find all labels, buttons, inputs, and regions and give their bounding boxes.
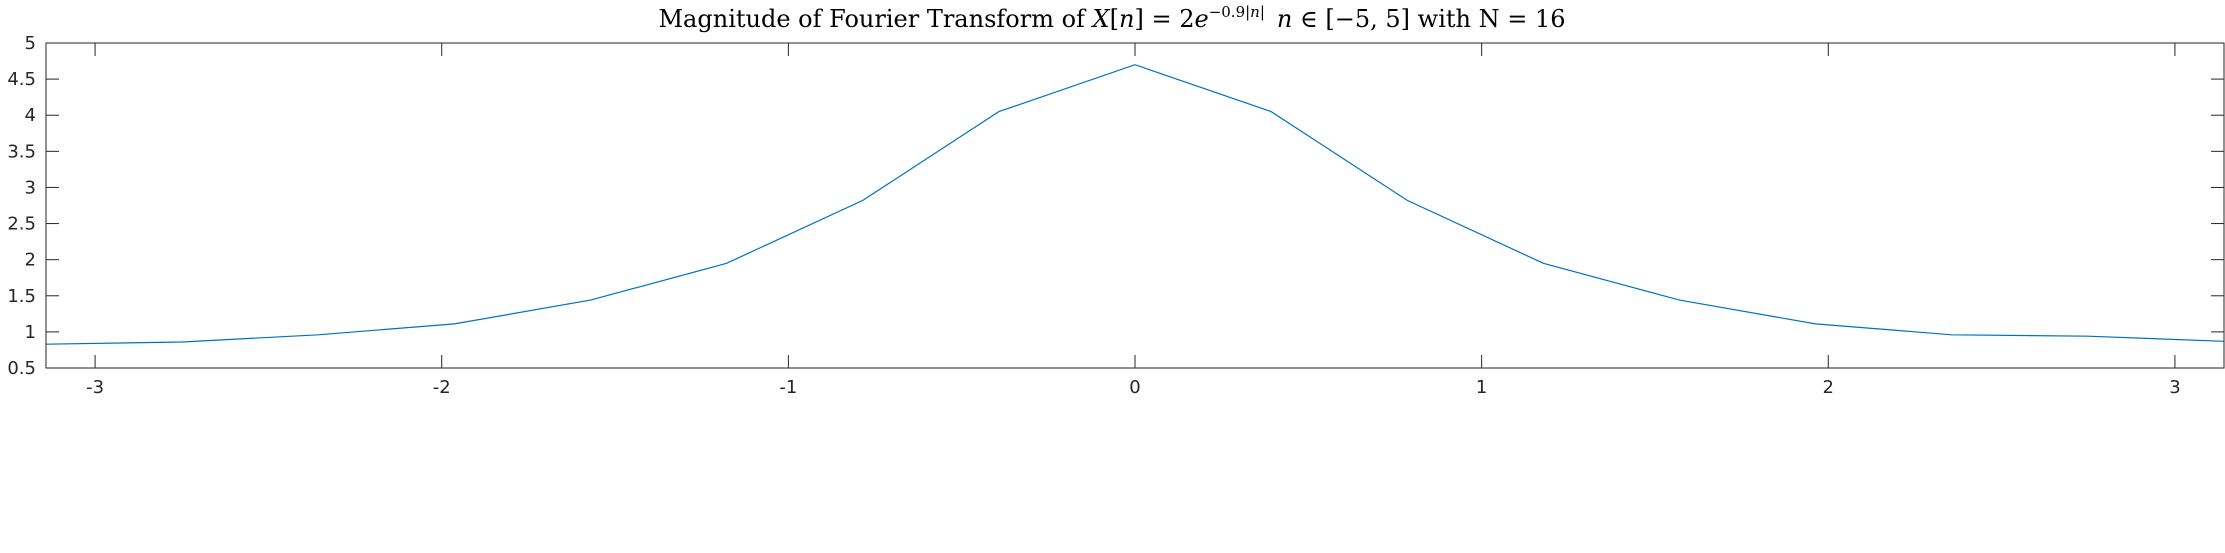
series-line [45,64,2225,345]
y-tick-label: 2 [25,250,36,271]
x-tick-label: 3 [2169,377,2180,398]
x-tick-label: 0 [1129,377,1140,398]
y-tick-label: 4.5 [7,69,36,90]
x-tick-label: -3 [86,377,104,398]
x-tick-label: 1 [1476,377,1487,398]
y-tick-label: 1 [25,322,36,343]
y-tick-label: 3.5 [7,141,36,162]
axes-box [45,42,2225,369]
x-tick-label: -2 [433,377,451,398]
x-tick-label: 2 [1823,377,1834,398]
x-tick-label: -1 [779,377,797,398]
y-tick-label: 2.5 [7,214,36,235]
y-tick-label: 0.5 [7,358,36,379]
y-tick-label: 5 [25,33,36,54]
y-tick-label: 3 [25,177,36,198]
y-tick-label: 1.5 [7,286,36,307]
y-tick-label: 4 [25,105,36,126]
chart-title: Magnitude of Fourier Transform of X[n] =… [658,3,1565,33]
